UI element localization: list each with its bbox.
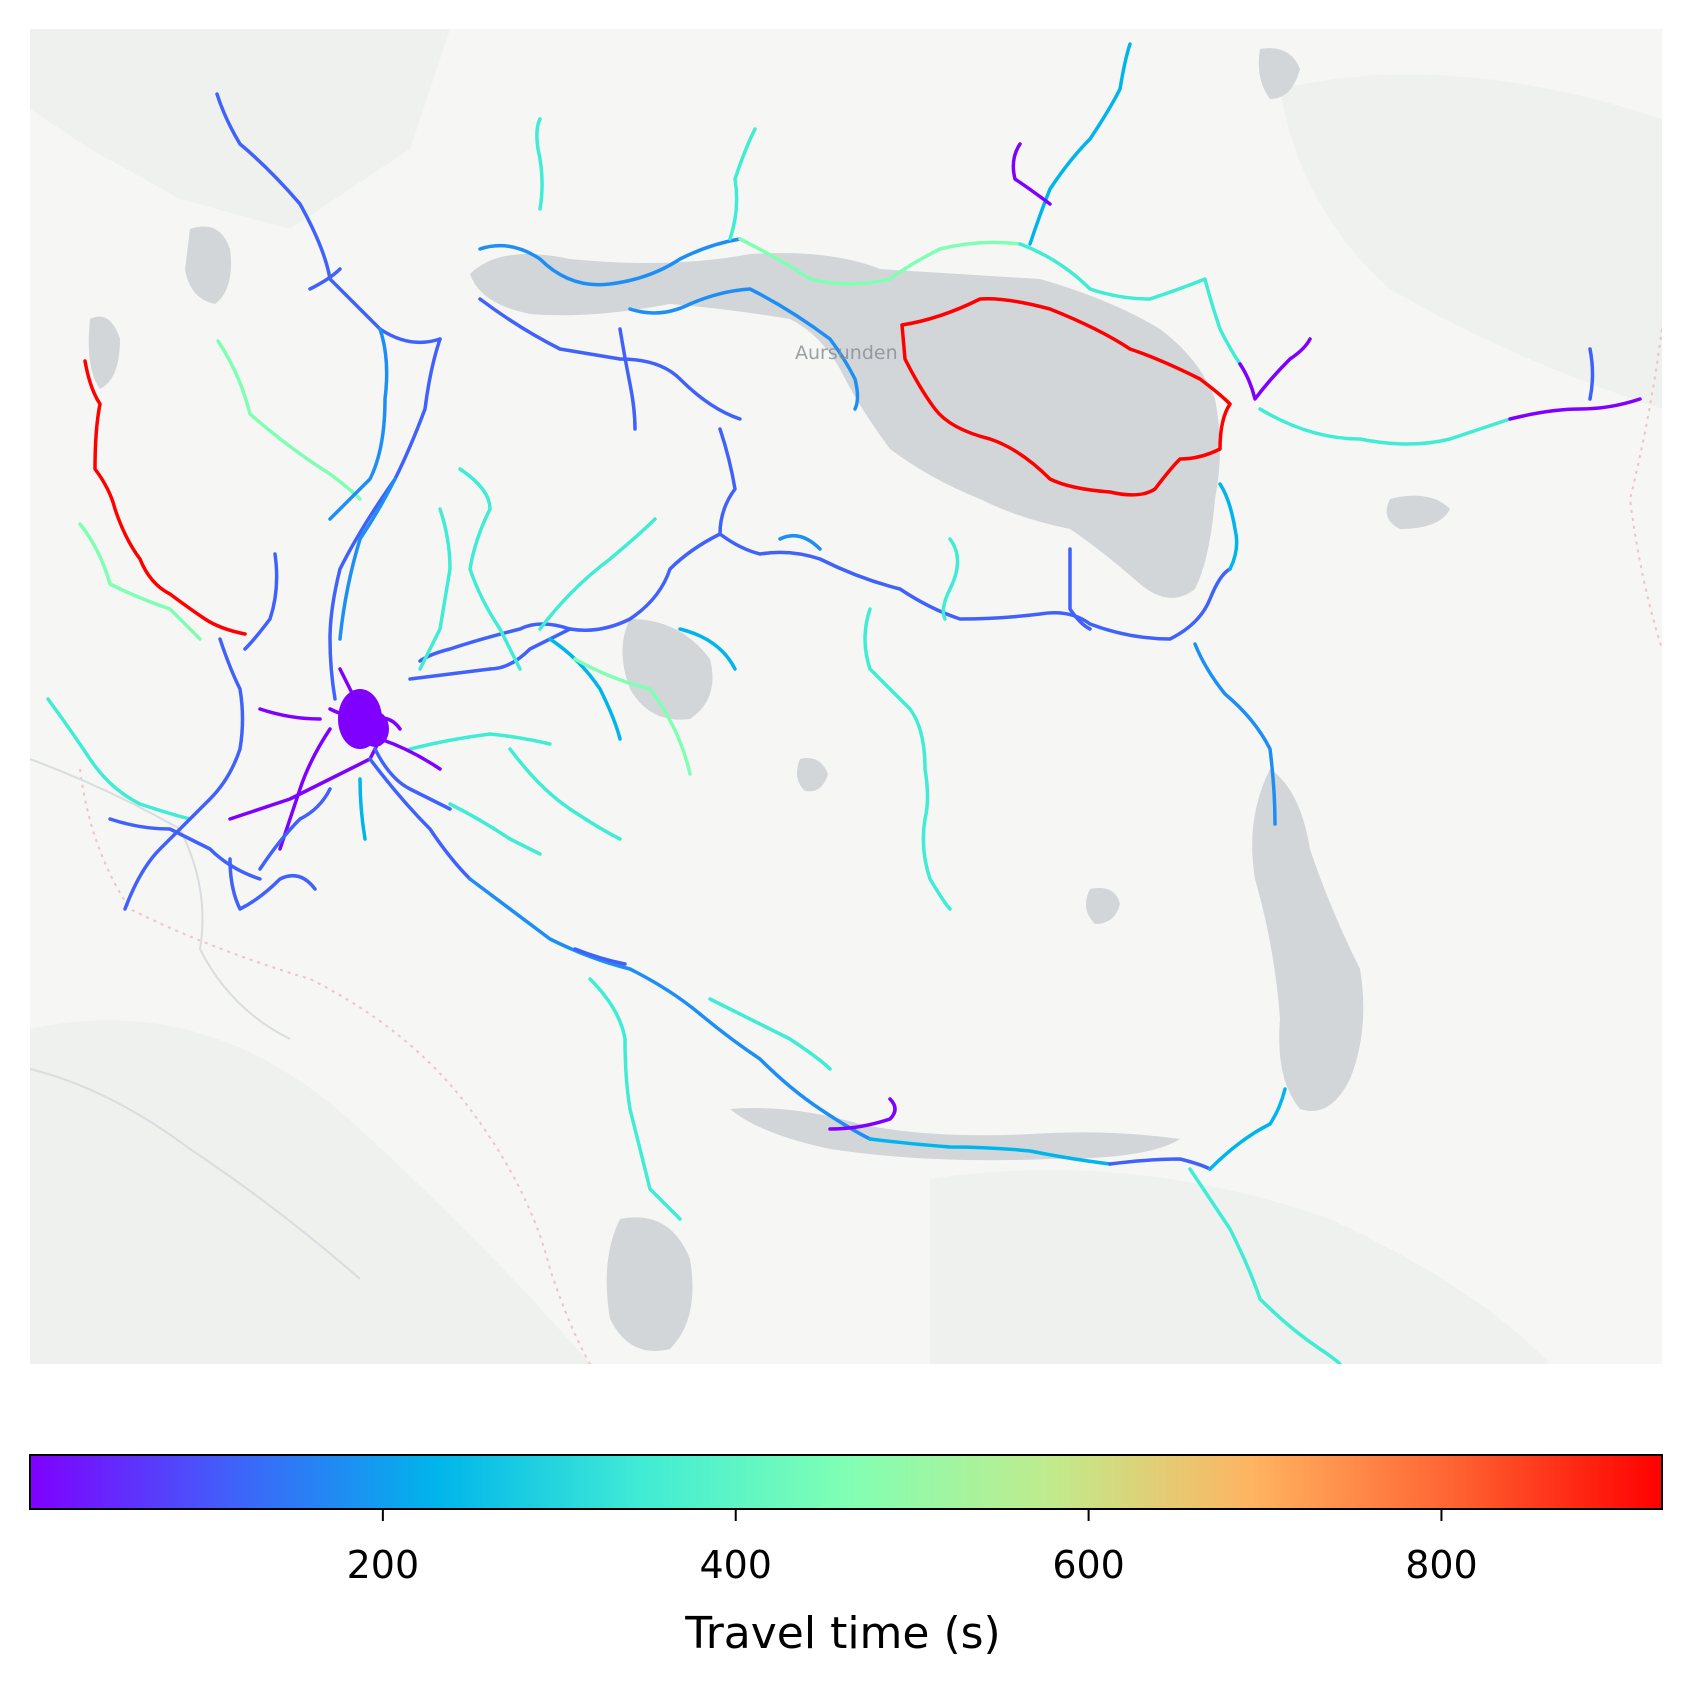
road-segment — [778, 533, 822, 551]
road-segment — [1188, 1167, 1342, 1364]
lake-south-2 — [730, 1108, 1180, 1161]
map-area — [30, 29, 1662, 1364]
road-segment — [1108, 1157, 1212, 1171]
road-segment — [358, 777, 367, 841]
road-segment — [278, 727, 332, 851]
road-segment — [538, 517, 657, 631]
road-segment — [328, 337, 442, 701]
road-segment — [468, 877, 702, 1016]
road-segment — [573, 657, 692, 776]
road-segment — [1011, 142, 1052, 206]
road-segment — [1018, 242, 1242, 366]
road-segment — [338, 477, 397, 641]
road-segment — [83, 359, 247, 636]
road-segment — [378, 737, 442, 771]
road-segment — [508, 747, 622, 841]
road-segment — [368, 757, 472, 881]
colorbar-ticks — [381, 1509, 1443, 1521]
lake-middle — [622, 619, 713, 720]
road-segment — [828, 1097, 897, 1131]
road-segment — [708, 997, 832, 1071]
road-segment — [488, 627, 572, 671]
road-segment — [868, 1137, 1112, 1166]
road-segment — [573, 947, 627, 966]
road-segment — [408, 667, 492, 681]
road-segment — [216, 339, 362, 501]
road-segment — [258, 787, 332, 871]
road-segment — [1208, 1087, 1287, 1171]
place-label: Aursunden — [795, 342, 898, 364]
colorbar-tick-label: 200 — [346, 1543, 420, 1587]
road-segment — [478, 297, 622, 361]
lake-nw-1 — [185, 226, 231, 304]
colorbar-tick-label: 800 — [1405, 1543, 1478, 1587]
road-segment — [678, 627, 737, 671]
water-layer — [88, 48, 1450, 1351]
road-segment — [123, 637, 245, 911]
road-segment — [628, 287, 860, 411]
road-segment — [1193, 642, 1277, 826]
road-segment — [308, 267, 342, 291]
lake-ne-1 — [1386, 495, 1450, 529]
road-segment — [1258, 407, 1512, 446]
road-segment — [215, 92, 442, 345]
road-segment — [588, 977, 682, 1221]
road-segment — [548, 637, 622, 741]
road-segment — [478, 237, 742, 287]
road-segment — [941, 537, 960, 621]
road-segment — [108, 817, 262, 881]
map-svg — [30, 29, 1662, 1364]
road-segment — [698, 1012, 872, 1141]
lake-central — [1086, 888, 1120, 924]
rivers — [30, 758, 361, 1280]
road-segment — [1238, 337, 1312, 401]
road-segment — [1508, 397, 1642, 421]
road-segment — [328, 327, 389, 521]
road-segment — [418, 507, 452, 671]
road-segment — [618, 327, 637, 431]
lake-aursunden — [470, 253, 1220, 598]
road-segment — [243, 552, 279, 651]
colorbar-label: Travel time (s) — [685, 1608, 1001, 1659]
road-segment — [1588, 347, 1595, 401]
road-segment — [900, 296, 1232, 497]
border-lines — [79, 328, 1662, 1364]
terrain-layer — [30, 29, 1662, 1364]
road-segment — [535, 117, 544, 211]
road-segment — [373, 747, 452, 811]
colorbar-tick-label: 600 — [1052, 1543, 1125, 1587]
road-segment — [228, 857, 317, 911]
city-hub — [338, 689, 389, 749]
road-segment — [46, 697, 192, 821]
road-segment — [258, 707, 322, 721]
colorbar-tick-label: 400 — [699, 1543, 772, 1587]
road-segment — [448, 802, 542, 856]
road-segment — [728, 127, 757, 241]
road-segment — [1068, 547, 1092, 631]
lake-ne-2 — [1258, 48, 1300, 99]
road-segment — [78, 522, 202, 641]
lake-south-1 — [606, 1217, 693, 1351]
lake-nw-2 — [88, 316, 120, 389]
lake-east — [1252, 769, 1364, 1111]
road-segment — [738, 237, 1022, 286]
road-segment — [618, 357, 742, 421]
road-segment — [408, 732, 552, 751]
lake-west-sm — [796, 758, 828, 792]
road-segment — [1028, 42, 1132, 246]
colorbar-gradient — [29, 1454, 1663, 1510]
road-segment — [1218, 482, 1239, 571]
road-segment — [458, 467, 522, 671]
road-segment — [863, 607, 952, 911]
